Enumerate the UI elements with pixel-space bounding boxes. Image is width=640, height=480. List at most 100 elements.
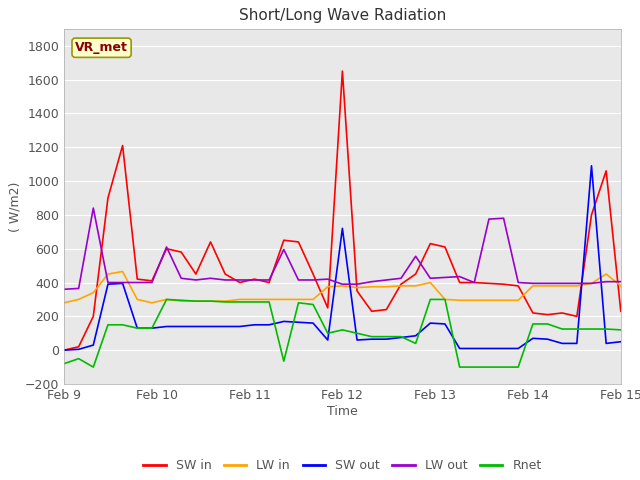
SW in (60, 348, 68, 353)
Line: LW out: LW out (64, 208, 621, 289)
LW out (368, 279, 376, 285)
Rnet (441, 297, 449, 302)
Rnet (60, 361, 68, 367)
SW in (75, 344, 83, 349)
LW out (588, 280, 595, 286)
LW in (324, 284, 332, 289)
Rnet (133, 325, 141, 331)
LW in (485, 298, 493, 303)
Rnet (119, 322, 127, 328)
LW out (412, 253, 419, 259)
SW out (602, 340, 610, 346)
Rnet (558, 326, 566, 332)
Rnet (515, 364, 522, 370)
SW out (309, 320, 317, 326)
LW in (470, 298, 478, 303)
LW out (148, 280, 156, 286)
SW in (177, 249, 185, 255)
Rnet (397, 334, 405, 339)
LW in (207, 298, 214, 304)
LW out (177, 276, 185, 281)
Rnet (602, 326, 610, 332)
LW out (617, 279, 625, 285)
Rnet (177, 298, 185, 303)
LW in (192, 298, 200, 304)
LW in (529, 283, 537, 289)
LW in (90, 290, 97, 296)
SW in (529, 310, 537, 316)
Rnet (221, 299, 229, 305)
LW in (339, 283, 346, 289)
LW out (75, 286, 83, 291)
Rnet (236, 299, 244, 305)
Rnet (266, 299, 273, 305)
Rnet (207, 298, 214, 304)
Rnet (573, 326, 580, 332)
SW in (280, 237, 287, 243)
LW out (456, 274, 463, 279)
LW in (266, 297, 273, 302)
SW in (441, 244, 449, 250)
Rnet (544, 321, 552, 327)
LW in (515, 298, 522, 303)
LW in (617, 283, 625, 289)
LW out (163, 244, 170, 250)
LW in (573, 283, 580, 289)
SW out (207, 324, 214, 329)
Rnet (339, 327, 346, 333)
SW in (221, 271, 229, 277)
SW in (251, 276, 259, 282)
LW in (368, 284, 376, 289)
Rnet (500, 364, 508, 370)
SW out (192, 324, 200, 329)
Rnet (485, 364, 493, 370)
SW in (470, 280, 478, 286)
SW out (236, 324, 244, 329)
SW in (90, 313, 97, 319)
LW in (412, 283, 419, 289)
LW out (90, 205, 97, 211)
LW out (324, 276, 332, 282)
SW out (104, 281, 112, 287)
LW out (544, 280, 552, 286)
LW out (441, 275, 449, 280)
LW in (221, 298, 229, 304)
SW in (353, 288, 361, 294)
SW in (324, 305, 332, 311)
Line: Rnet: Rnet (64, 300, 621, 367)
LW in (133, 297, 141, 302)
LW in (104, 271, 112, 277)
SW in (368, 308, 376, 314)
LW in (397, 283, 405, 289)
Rnet (75, 356, 83, 361)
SW out (485, 346, 493, 351)
SW in (426, 241, 434, 247)
LW in (602, 271, 610, 277)
LW in (163, 297, 170, 302)
Rnet (529, 321, 537, 327)
SW in (573, 313, 580, 319)
LW in (251, 297, 259, 302)
LW out (383, 277, 390, 283)
Rnet (104, 322, 112, 328)
LW in (236, 297, 244, 302)
SW out (529, 336, 537, 341)
SW out (324, 337, 332, 343)
Text: VR_met: VR_met (75, 41, 128, 54)
SW out (148, 325, 156, 331)
SW in (148, 278, 156, 284)
SW in (588, 212, 595, 218)
SW out (294, 319, 302, 325)
LW out (353, 281, 361, 287)
SW out (119, 280, 127, 286)
SW in (456, 280, 463, 286)
Rnet (588, 326, 595, 332)
X-axis label: Time: Time (327, 405, 358, 418)
SW in (500, 281, 508, 287)
SW out (163, 324, 170, 329)
LW in (294, 297, 302, 302)
Rnet (294, 300, 302, 306)
Rnet (353, 330, 361, 336)
LW in (441, 297, 449, 302)
Rnet (90, 364, 97, 370)
